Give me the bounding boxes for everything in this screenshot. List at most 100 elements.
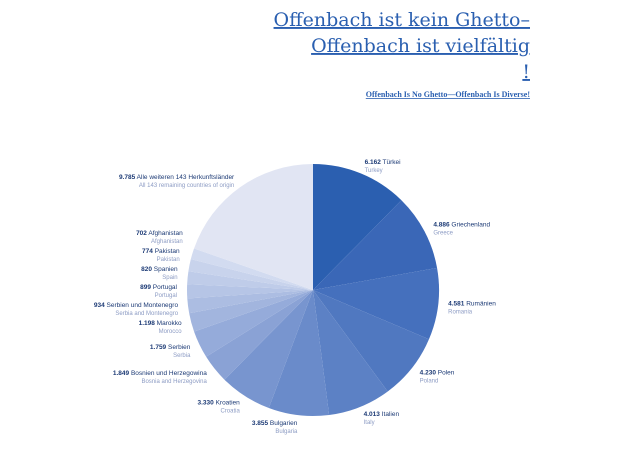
label-main: 4.230 Polen xyxy=(420,369,455,376)
category-label: Spanien xyxy=(154,266,178,273)
label-main: 1.198 Marokko xyxy=(139,320,182,327)
label-main: 899 Portugal xyxy=(140,284,177,291)
label-main: 3.330 Kroatien xyxy=(197,400,240,407)
pie-slice xyxy=(313,200,438,290)
category-en-label: Turkey xyxy=(365,168,383,174)
title-line: ! xyxy=(522,61,530,83)
label-main: 6.162 Türkei xyxy=(365,159,401,166)
value-label: 934 xyxy=(94,302,105,309)
category-en-label: Greece xyxy=(433,231,453,237)
category-label: Portugal xyxy=(153,284,178,291)
category-en-label: Serbia and Montenegro xyxy=(115,311,178,317)
category-label: Alle weiteren 143 Herkunftsländer xyxy=(137,174,235,181)
pie-slice xyxy=(206,290,313,380)
category-en-label: Serbia xyxy=(173,353,191,359)
category-en-label: Pakistan xyxy=(157,257,180,263)
category-label: Bosnien und Herzegowina xyxy=(131,370,207,377)
slice-label: 3.855 Bulgarien Bulgaria xyxy=(252,420,298,435)
value-label: 702 xyxy=(136,230,147,237)
slice-label: 4.013 Italien Italy xyxy=(364,411,400,426)
pie-slice xyxy=(189,290,313,332)
label-main: 4.013 Italien xyxy=(364,411,400,418)
title-line: Offenbach ist vielfältig xyxy=(311,35,530,57)
label-main: 4.581 Rumänien xyxy=(448,300,496,307)
slice-label: 1.759 Serbien Serbia xyxy=(150,344,191,359)
subtitle: Offenbach Is No Ghetto—Offenbach Is Dive… xyxy=(366,90,530,99)
title-line: Offenbach ist kein Ghetto– xyxy=(274,9,530,31)
pie-slice xyxy=(194,290,313,357)
value-label: 6.162 xyxy=(365,159,382,166)
label-main: 934 Serbien und Montenegro xyxy=(94,302,179,309)
category-en-label: Afghanistan xyxy=(151,239,183,245)
slice-label: 1.849 Bosnien und Herzegowina Bosnia and … xyxy=(113,370,208,385)
pie-slice xyxy=(313,267,439,340)
category-en-label: Morocco xyxy=(159,329,183,335)
category-label: Bulgarien xyxy=(270,420,298,427)
category-label: Kroatien xyxy=(216,400,241,407)
label-main: 702 Afghanistan xyxy=(136,230,183,237)
slice-label: 1.198 Marokko Morocco xyxy=(139,320,183,335)
slice-label: 4.886 Griechenland Greece xyxy=(433,222,490,237)
value-label: 4.230 xyxy=(420,369,437,376)
category-en-label: Romania xyxy=(448,309,473,315)
value-label: 1.849 xyxy=(113,370,130,377)
pie-slice xyxy=(187,290,313,314)
category-label: Rumänien xyxy=(466,300,496,307)
label-main: 3.855 Bulgarien xyxy=(252,420,298,427)
value-label: 3.330 xyxy=(197,400,214,407)
label-main: 9.785 Alle weiteren 143 Herkunftsländer xyxy=(119,174,235,181)
category-en-label: Poland xyxy=(420,378,439,384)
value-label: 774 xyxy=(142,248,153,255)
slice-label: 4.230 Polen Poland xyxy=(420,369,455,384)
value-label: 4.581 xyxy=(448,300,465,307)
pie-slice xyxy=(187,271,313,290)
category-label: Marokko xyxy=(157,320,182,327)
pie-slice xyxy=(190,248,313,290)
value-label: 1.759 xyxy=(150,344,167,351)
category-label: Serbien und Montenegro xyxy=(107,302,179,309)
label-main: 820 Spanien xyxy=(141,266,178,273)
value-label: 4.013 xyxy=(364,411,381,418)
value-label: 9.785 xyxy=(119,174,136,181)
category-label: Serbien xyxy=(168,344,191,351)
pie-slice xyxy=(313,290,429,392)
category-label: Afghanistan xyxy=(148,230,183,237)
pie-slice xyxy=(268,290,330,416)
value-label: 3.855 xyxy=(252,420,269,427)
label-main: 774 Pakistan xyxy=(142,248,180,255)
value-label: 4.886 xyxy=(433,222,450,229)
pie-slice xyxy=(313,290,388,415)
category-label: Pakistan xyxy=(155,248,180,255)
category-label: Griechenland xyxy=(451,222,490,229)
category-en-label: Spain xyxy=(162,275,177,281)
category-label: Türkei xyxy=(383,159,401,166)
slice-label: 4.581 Rumänien Romania xyxy=(448,300,496,315)
category-en-label: Italy xyxy=(364,420,375,426)
label-main: 1.849 Bosnien und Herzegowina xyxy=(113,370,207,377)
category-en-label: Bulgaria xyxy=(275,429,298,435)
slice-label: 820 Spanien Spain xyxy=(141,266,178,281)
value-label: 1.198 xyxy=(139,320,156,327)
value-label: 820 xyxy=(141,266,152,273)
category-en-label: Portugal xyxy=(155,293,177,299)
pie-slice xyxy=(194,164,313,290)
category-label: Italien xyxy=(382,411,400,418)
category-label: Polen xyxy=(438,369,455,376)
label-main: 1.759 Serbien xyxy=(150,344,191,351)
pie-slice xyxy=(188,259,313,290)
value-label: 899 xyxy=(140,284,151,291)
category-en-label: All 143 remaining countries of origin xyxy=(139,183,234,189)
category-en-label: Croatia xyxy=(220,409,240,415)
slice-label: 3.330 Kroatien Croatia xyxy=(197,400,240,415)
category-en-label: Bosnia and Herzegovina xyxy=(141,379,207,385)
slice-label: 934 Serbien und Montenegro Serbia and Mon… xyxy=(94,302,179,317)
label-main: 4.886 Griechenland xyxy=(433,222,490,229)
pie-slice xyxy=(224,290,313,408)
pie-slice xyxy=(187,284,313,299)
pie-slice xyxy=(313,164,402,290)
